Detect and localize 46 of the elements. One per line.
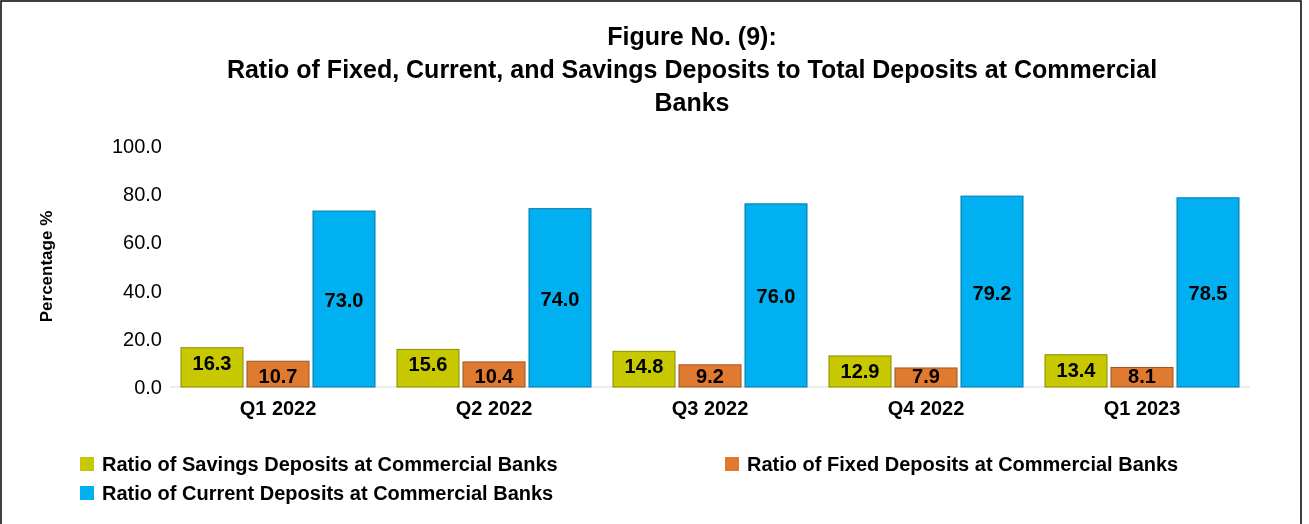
legend-label: Ratio of Current Deposits at Commercial Banks xyxy=(102,482,554,504)
data-label: 79.2 xyxy=(972,281,1012,304)
data-label: 10.4 xyxy=(474,365,515,387)
data-label: 14.8 xyxy=(624,355,664,378)
bar xyxy=(462,361,526,388)
bar xyxy=(396,348,460,388)
legend-label: Ratio of Savings Deposits at Commercial Banks xyxy=(102,453,558,475)
bar xyxy=(246,360,310,388)
y-tick-label: 40.0 xyxy=(123,279,162,302)
bar xyxy=(312,210,376,388)
y-tick-label: 80.0 xyxy=(123,183,162,206)
data-label: 10.7 xyxy=(258,365,298,387)
data-label: 8.1 xyxy=(1128,365,1156,387)
y-tick-label: 0.0 xyxy=(134,375,162,398)
data-label: 78.5 xyxy=(1188,282,1228,305)
chart-title: Figure No. (9): Ratio of Fixed, Current, and Savings Deposits to Total Deposits at Commercial Banks xyxy=(226,22,1158,116)
data-label: 12.9 xyxy=(840,359,880,382)
y-tick-label: 60.0 xyxy=(123,231,162,254)
bar xyxy=(678,364,742,388)
x-tick-label: Q3 2022 xyxy=(671,397,749,420)
bar xyxy=(612,350,676,388)
bar xyxy=(960,195,1024,388)
y-tick-label: 20.0 xyxy=(123,327,162,350)
data-label: 15.6 xyxy=(408,353,448,376)
x-tick-label: Q2 2022 xyxy=(455,397,533,420)
bar xyxy=(1176,197,1240,388)
bar xyxy=(1110,366,1174,388)
bar xyxy=(180,347,244,388)
data-label: 76.0 xyxy=(756,285,796,308)
data-label: 7.9 xyxy=(912,365,940,387)
y-tick-label: 100.0 xyxy=(111,134,162,157)
bar xyxy=(828,355,892,388)
data-label: 13.4 xyxy=(1056,358,1097,381)
data-label: 73.0 xyxy=(324,289,364,312)
bar xyxy=(744,203,808,388)
legend-label: Ratio of Fixed Deposits at Commercial Banks xyxy=(747,453,1179,475)
data-label: 74.0 xyxy=(540,287,580,310)
x-tick-label: Q1 2022 xyxy=(239,397,317,420)
data-label: 9.2 xyxy=(696,365,724,387)
x-tick-label: Q4 2022 xyxy=(887,397,965,420)
bar xyxy=(894,367,958,388)
y-axis-title: Percentage % xyxy=(37,210,56,323)
bar xyxy=(528,208,592,388)
data-label: 16.3 xyxy=(192,351,232,374)
bar xyxy=(1044,354,1108,388)
x-tick-label: Q1 2023 xyxy=(1103,397,1181,420)
